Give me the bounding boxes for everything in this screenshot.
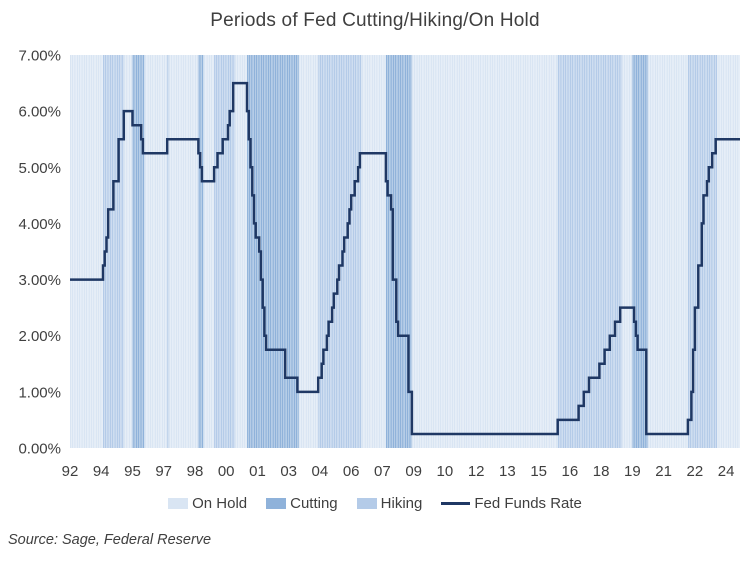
y-tick-label: 0.00%: [18, 441, 61, 458]
legend-box-swatch: [168, 498, 189, 509]
x-tick-label: 10: [437, 463, 454, 480]
x-tick-label: 97: [155, 463, 172, 480]
x-tick-label: 94: [93, 463, 110, 480]
legend-label: Fed Funds Rate: [474, 495, 582, 512]
y-tick-label: 5.00%: [18, 160, 61, 177]
band-on_hold: [717, 55, 740, 448]
band-cutting: [632, 55, 648, 448]
y-tick-label: 7.00%: [18, 48, 61, 65]
legend-box-swatch: [356, 498, 377, 509]
legend-item-on-hold: On Hold: [168, 495, 247, 512]
band-hiking: [167, 55, 169, 448]
x-tick-label: 16: [562, 463, 579, 480]
legend-label: Hiking: [380, 495, 423, 512]
x-tick-label: 03: [280, 463, 297, 480]
x-tick-label: 92: [62, 463, 79, 480]
band-hiking: [557, 55, 622, 448]
policy-bands: [70, 55, 740, 448]
band-cutting: [247, 55, 299, 448]
band-cutting: [198, 55, 204, 448]
legend-item-fed-funds-rate: Fed Funds Rate: [441, 495, 582, 512]
x-tick-label: 01: [249, 463, 266, 480]
band-on_hold: [299, 55, 318, 448]
y-axis-labels: 7.00% 6.00% 5.00% 4.00% 3.00% 2.00% 1.00% 0.00%: [18, 48, 61, 458]
x-tick-label: 15: [530, 463, 547, 480]
legend-label: On Hold: [192, 495, 248, 512]
band-on_hold: [144, 55, 167, 448]
x-tick-label: 95: [124, 463, 141, 480]
x-axis-labels: 92 94 95 97 98 00 01 03 04 06 07 09 10 12 13 15 16 18 19 21…: [62, 463, 735, 480]
y-tick-label: 4.00%: [18, 216, 61, 233]
y-tick-label: 2.00%: [18, 328, 61, 345]
source-note: Source: Sage, Federal Reserve: [8, 532, 212, 548]
band-hiking: [214, 55, 235, 448]
band-on_hold: [361, 55, 386, 448]
legend-box-swatch: [266, 498, 287, 509]
y-tick-label: 6.00%: [18, 104, 61, 121]
band-hiking: [687, 55, 718, 448]
x-tick-label: 09: [405, 463, 422, 480]
legend-label: Cutting: [290, 495, 338, 512]
band-cutting: [132, 55, 145, 448]
band-on_hold: [411, 55, 558, 448]
x-tick-label: 18: [593, 463, 610, 480]
legend-item-hiking: Hiking: [356, 495, 423, 512]
fed-periods-chart: 7.00% 6.00% 5.00% 4.00% 3.00% 2.00% 1.00% 0.00%…: [18, 48, 740, 480]
legend-item-cutting: Cutting: [266, 495, 338, 512]
chart-legend: On Hold Cutting Hiking Fed Funds Rate: [0, 495, 750, 512]
legend-line-swatch: [441, 502, 471, 505]
fed-funds-rate-line: [70, 81, 740, 436]
chart-title: Periods of Fed Cutting/Hiking/On Hold: [210, 10, 540, 31]
x-tick-label: 19: [624, 463, 641, 480]
x-tick-label: 04: [312, 463, 329, 480]
x-tick-label: 22: [687, 463, 704, 480]
x-tick-label: 24: [718, 463, 735, 480]
band-hiking: [318, 55, 362, 448]
x-tick-label: 00: [218, 463, 235, 480]
x-tick-label: 06: [343, 463, 360, 480]
band-on_hold: [123, 55, 133, 448]
band-on_hold: [70, 55, 103, 448]
x-tick-label: 98: [187, 463, 204, 480]
band-on_hold: [203, 55, 214, 448]
x-tick-label: 12: [468, 463, 485, 480]
y-tick-label: 1.00%: [18, 384, 61, 401]
band-on_hold: [621, 55, 633, 448]
band-on_hold: [168, 55, 199, 448]
x-tick-label: 07: [374, 463, 391, 480]
band-on_hold: [648, 55, 688, 448]
x-tick-label: 13: [499, 463, 516, 480]
band-on_hold: [234, 55, 247, 448]
y-tick-label: 3.00%: [18, 272, 61, 289]
x-tick-label: 21: [655, 463, 672, 480]
